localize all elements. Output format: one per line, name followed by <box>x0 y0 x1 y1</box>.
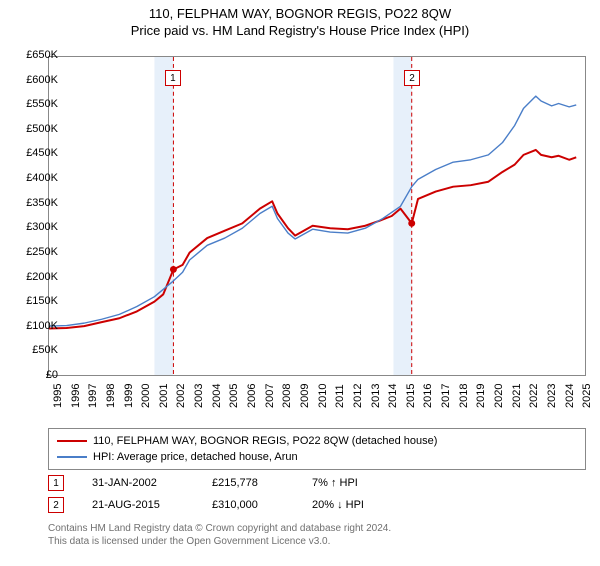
y-axis-label: £600K <box>14 74 58 86</box>
x-axis-label: 2024 <box>564 384 576 408</box>
x-axis-label: 2009 <box>299 384 311 408</box>
x-axis-label: 2016 <box>422 384 434 408</box>
chart-subtitle: Price paid vs. HM Land Registry's House … <box>0 23 600 38</box>
x-axis-label: 2022 <box>528 384 540 408</box>
x-axis-label: 2017 <box>440 384 452 408</box>
x-axis-label: 1998 <box>105 384 117 408</box>
x-axis-label: 2015 <box>405 384 417 408</box>
x-axis-label: 2008 <box>281 384 293 408</box>
y-axis-label: £100K <box>14 320 58 332</box>
y-axis-label: £50K <box>14 344 58 356</box>
y-axis-label: £500K <box>14 123 58 135</box>
sale-marker: 2 <box>404 70 420 86</box>
legend-label: HPI: Average price, detached house, Arun <box>93 451 298 463</box>
sale-row-marker: 1 <box>48 475 64 491</box>
sales-table: 1 31-JAN-2002 £215,778 7% ↑ HPI 2 21-AUG-2015… <box>48 472 586 516</box>
footer-line2: This data is licensed under the Open Gov… <box>48 535 586 548</box>
x-axis-label: 2023 <box>546 384 558 408</box>
legend-swatch <box>57 456 87 457</box>
footer-line1: Contains HM Land Registry data © Crown c… <box>48 522 586 535</box>
x-axis-label: 2004 <box>211 384 223 408</box>
x-axis-label: 2003 <box>193 384 205 408</box>
x-axis-label: 2019 <box>475 384 487 408</box>
x-axis-label: 2006 <box>246 384 258 408</box>
sale-row: 1 31-JAN-2002 £215,778 7% ↑ HPI <box>48 472 586 494</box>
sale-marker: 1 <box>165 70 181 86</box>
sale-date: 31-JAN-2002 <box>92 477 202 489</box>
x-axis-label: 2002 <box>175 384 187 408</box>
sale-diff: 7% ↑ HPI <box>312 477 452 489</box>
x-axis-label: 2001 <box>158 384 170 408</box>
sale-price: £215,778 <box>212 477 302 489</box>
legend-swatch <box>57 440 87 442</box>
legend-label: 110, FELPHAM WAY, BOGNOR REGIS, PO22 8QW… <box>93 435 437 447</box>
x-axis-label: 2021 <box>511 384 523 408</box>
chart-container: 110, FELPHAM WAY, BOGNOR REGIS, PO22 8QW… <box>0 6 600 566</box>
chart-area <box>48 56 586 376</box>
x-axis-label: 2025 <box>581 384 593 408</box>
y-axis-label: £150K <box>14 295 58 307</box>
x-axis-label: 1997 <box>87 384 99 408</box>
x-axis-label: 2020 <box>493 384 505 408</box>
y-axis-label: £450K <box>14 147 58 159</box>
x-axis-label: 2000 <box>140 384 152 408</box>
x-axis-label: 2005 <box>228 384 240 408</box>
y-axis-label: £300K <box>14 221 58 233</box>
y-axis-label: £550K <box>14 98 58 110</box>
x-axis-label: 2013 <box>370 384 382 408</box>
x-axis-label: 2007 <box>264 384 276 408</box>
x-axis-label: 2012 <box>352 384 364 408</box>
y-axis-label: £0 <box>14 369 58 381</box>
legend-item: 110, FELPHAM WAY, BOGNOR REGIS, PO22 8QW… <box>57 433 577 449</box>
x-axis-label: 1995 <box>52 384 64 408</box>
sale-date: 21-AUG-2015 <box>92 499 202 511</box>
x-axis-label: 2011 <box>334 384 346 408</box>
sale-row-marker: 2 <box>48 497 64 513</box>
sale-diff: 20% ↓ HPI <box>312 499 452 511</box>
chart-svg <box>48 56 586 376</box>
sale-row: 2 21-AUG-2015 £310,000 20% ↓ HPI <box>48 494 586 516</box>
x-axis-label: 2010 <box>317 384 329 408</box>
footer-text: Contains HM Land Registry data © Crown c… <box>48 522 586 548</box>
x-axis-label: 1999 <box>123 384 135 408</box>
sale-price: £310,000 <box>212 499 302 511</box>
y-axis-label: £250K <box>14 246 58 258</box>
legend-item: HPI: Average price, detached house, Arun <box>57 449 577 465</box>
y-axis-label: £400K <box>14 172 58 184</box>
x-axis-label: 2014 <box>387 384 399 408</box>
y-axis-label: £650K <box>14 49 58 61</box>
y-axis-label: £200K <box>14 271 58 283</box>
legend-box: 110, FELPHAM WAY, BOGNOR REGIS, PO22 8QW… <box>48 428 586 470</box>
x-axis-label: 2018 <box>458 384 470 408</box>
y-axis-label: £350K <box>14 197 58 209</box>
x-axis-label: 1996 <box>70 384 82 408</box>
chart-title: 110, FELPHAM WAY, BOGNOR REGIS, PO22 8QW <box>0 6 600 21</box>
